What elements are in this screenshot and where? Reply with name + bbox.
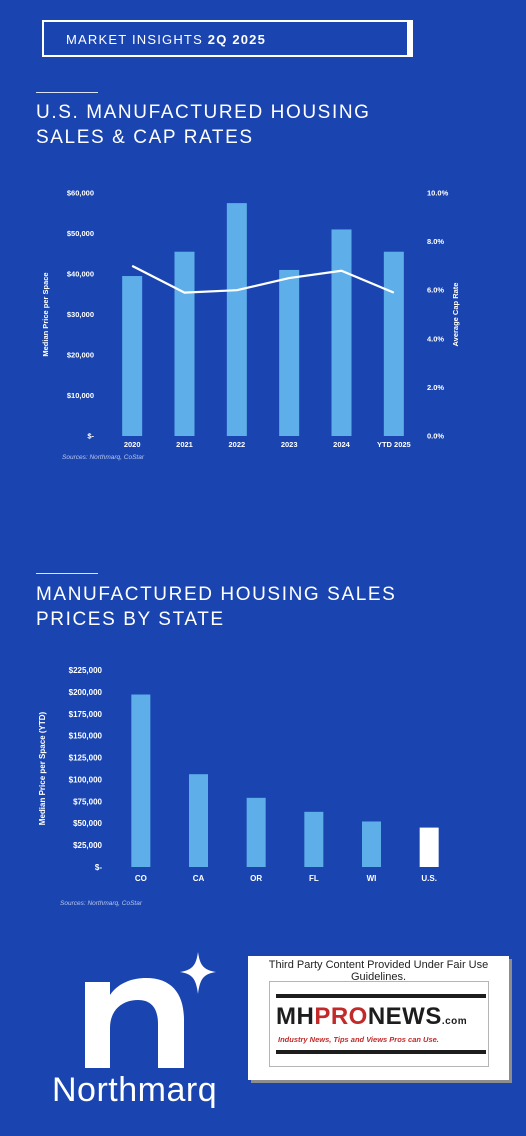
bar	[131, 694, 151, 867]
bar	[189, 774, 208, 867]
header-box-edge	[409, 20, 413, 57]
header-box	[42, 20, 409, 57]
section1-title-line2: SALES & CAP RATES	[36, 127, 254, 148]
x-tick-label: 2022	[228, 440, 245, 449]
section1-title: U.S. MANUFACTURED HOUSING SALES & CAP RA…	[36, 100, 371, 150]
y-tick-label: $200,000	[69, 688, 103, 697]
mhpronews-logo-news: NEWS	[367, 1003, 442, 1030]
header-label-quarter: 2Q 2025	[207, 32, 267, 47]
y-axis-label: Median Price per Space (YTD)	[38, 711, 47, 825]
bar	[226, 203, 247, 436]
y-tick-label: $20,000	[67, 351, 94, 360]
x-tick-label: FL	[309, 874, 319, 883]
y-tick-label: $-	[87, 432, 94, 441]
northmarq-wordmark: Northmarq	[52, 1071, 218, 1109]
x-tick-label: WI	[367, 874, 377, 883]
y-tick-label: $75,000	[73, 797, 102, 806]
x-tick-label: 2024	[333, 440, 351, 449]
x-tick-label: YTD 2025	[377, 440, 411, 449]
y-tick-label: $-	[95, 863, 102, 872]
y-tick-label: $40,000	[67, 270, 94, 279]
y-tick-label: $175,000	[69, 710, 103, 719]
y-tick-label: $30,000	[67, 310, 94, 319]
section1-title-line1: U.S. MANUFACTURED HOUSING	[36, 102, 371, 123]
bar	[419, 827, 439, 867]
section1-source: Sources: Northmarq, CoStar	[62, 454, 145, 461]
fair-use-note: Third Party Content Provided Under Fair …	[268, 959, 489, 983]
y-tick-label: $10,000	[67, 391, 94, 400]
mhpronews-tagline: Industry News, Tips and Views Pros can U…	[278, 1035, 439, 1044]
y-tick-label: $225,000	[69, 666, 103, 675]
y-tick-label: $50,000	[67, 229, 94, 238]
mhpronews-logo-mh: MH	[276, 1003, 315, 1030]
y-axis-label: Median Price per Space	[41, 272, 50, 356]
bar	[331, 229, 352, 436]
x-tick-label: 2021	[176, 440, 193, 449]
x-tick-label: U.S.	[421, 874, 437, 883]
mhpronews-line-bottom	[276, 1050, 486, 1054]
y-tick-label: $60,000	[67, 189, 94, 198]
bar	[383, 251, 404, 436]
y-tick-label: $150,000	[69, 732, 103, 741]
y2-tick-label: 10.0%	[427, 189, 449, 198]
y-tick-label: $25,000	[73, 841, 102, 850]
header-label: MARKET INSIGHTS 2Q 2025	[66, 32, 266, 47]
section1-rule	[36, 92, 98, 93]
bar	[279, 269, 300, 436]
y-tick-label: $125,000	[69, 754, 103, 763]
mhpronews-logo: MHPRONEWS.com	[276, 1003, 467, 1031]
y2-tick-label: 6.0%	[427, 286, 444, 295]
bar	[246, 797, 266, 867]
y2-axis-label: Average Cap Rate	[451, 283, 460, 347]
y2-tick-label: 2.0%	[427, 383, 444, 392]
y-tick-label: $50,000	[73, 819, 102, 828]
header-label-prefix: MARKET INSIGHTS	[66, 32, 203, 47]
northmarq-logo-icon	[85, 952, 216, 1068]
section2-title-line1: MANUFACTURED HOUSING SALES	[36, 584, 397, 605]
cap-rate-line	[131, 264, 395, 294]
mhpronews-logo-pro: PRO	[314, 1003, 368, 1030]
y2-tick-label: 0.0%	[427, 432, 444, 441]
fair-use-badge: Third Party Content Provided Under Fair …	[248, 956, 509, 1080]
section2-rule	[36, 573, 98, 574]
section2-title: MANUFACTURED HOUSING SALES PRICES BY STA…	[36, 582, 396, 632]
state-price-chart: $- $25,000 $50,000 $75,000 $100,000 $125,000 $…	[38, 666, 439, 883]
x-tick-label: OR	[250, 874, 262, 883]
mhpronews-line-top	[276, 994, 486, 998]
x-tick-label: 2023	[281, 440, 298, 449]
y2-tick-label: 4.0%	[427, 334, 444, 343]
bar	[304, 811, 324, 867]
bar	[174, 251, 195, 436]
x-tick-label: CA	[193, 874, 205, 883]
mhpronews-logo-com: .com	[441, 1016, 468, 1027]
bar	[122, 276, 143, 436]
x-tick-label: CO	[135, 874, 147, 883]
section2-title-line2: PRICES BY STATE	[36, 609, 225, 630]
bar	[362, 821, 381, 867]
y2-tick-label: 8.0%	[427, 237, 444, 246]
x-tick-label: 2020	[124, 440, 141, 449]
cap-rate-chart: $- $10,000 $20,000 $30,000 $40,000 $50,000 $60…	[41, 189, 460, 450]
section2-source: Sources: Northmarq, CoStar	[60, 900, 143, 907]
y-tick-label: $100,000	[69, 775, 103, 784]
